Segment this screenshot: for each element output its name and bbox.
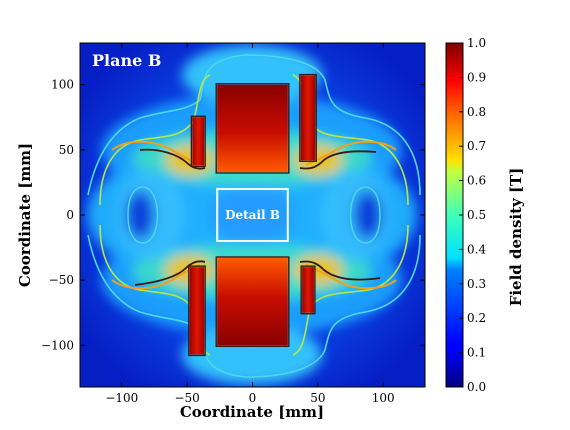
x-axis-label: Coordinate [mm] [180, 403, 324, 421]
panel-label: Plane B [92, 51, 161, 70]
y-tick-label: −50 [49, 273, 74, 287]
colorbar-tick-label: 0.3 [467, 277, 486, 291]
region-outline-upper-left-bar [190, 115, 206, 168]
region-upper-right-bar [300, 75, 316, 161]
colorbar-tick-label: 0.2 [467, 311, 486, 325]
colorbar-tick-label: 0.9 [467, 70, 486, 84]
colorbar-ticks: 0.0 0.1 0.2 0.3 0.4 0.5 0.6 0.7 0.8 0.9 1.0 [459, 36, 486, 394]
colorbar-label: Field density [T] [507, 168, 525, 307]
colorbar-tick-label: 0.0 [467, 380, 486, 394]
y-axis-label: Coordinate [mm] [16, 143, 34, 287]
colorbar-tick-label: 1.0 [467, 36, 486, 50]
colorbar-tick-label: 0.6 [467, 174, 486, 188]
heatmap-plot-area: Detail B Plane B [80, 43, 425, 387]
contour-level-0.9-upper-right [299, 150, 377, 170]
colorbar-tick-label: 0.5 [467, 208, 486, 222]
x-tick-label: 50 [310, 391, 325, 405]
contour-level-0.9-upper-left [139, 148, 206, 170]
region-outline-upper-right-bar [299, 73, 317, 162]
colorbar-tick-label: 0.7 [467, 139, 486, 153]
colorbar-tick-label: 0.8 [467, 105, 486, 119]
region-lower-right-bar [302, 267, 314, 313]
region-lower-center-block [217, 258, 288, 346]
contour-level-0.9-lower-right [299, 260, 381, 281]
y-tick-label: −100 [41, 338, 74, 352]
detail-box [216, 187, 289, 243]
y-axis-ticks: 100 50 0 −50 −100 [41, 78, 425, 352]
region-outline-upper-center-block [215, 82, 290, 174]
region-upper-center-block [217, 84, 288, 172]
y-tick-label: 100 [51, 78, 74, 92]
high-field-regions [188, 73, 317, 357]
region-outline-lower-center-block [215, 256, 290, 348]
x-tick-label: 0 [249, 391, 257, 405]
detail-label: Detail B [225, 208, 280, 222]
colorbar-tick-label: 0.1 [467, 346, 486, 360]
x-tick-label: −100 [105, 391, 138, 405]
x-axis-ticks: −100 −50 0 50 100 [105, 43, 395, 405]
y-tick-label: 0 [66, 208, 74, 222]
region-outline-lower-left-bar [188, 265, 206, 357]
contour-ring-left [127, 186, 159, 244]
region-outline-lower-right-bar [300, 265, 316, 315]
contour-level-0.3-lower [87, 234, 421, 378]
contour-lines [87, 54, 421, 378]
x-tick-label: −50 [174, 391, 199, 405]
x-tick-label: 100 [372, 391, 395, 405]
region-lower-left-bar [189, 267, 205, 355]
contour-level-0.3-upper [87, 54, 421, 196]
colorbar-tick-label: 0.4 [467, 242, 486, 256]
contour-ring-right [349, 186, 381, 244]
y-tick-label: 50 [59, 143, 74, 157]
region-upper-left-bar [192, 117, 205, 166]
contour-level-0.9-lower-left [134, 260, 206, 286]
